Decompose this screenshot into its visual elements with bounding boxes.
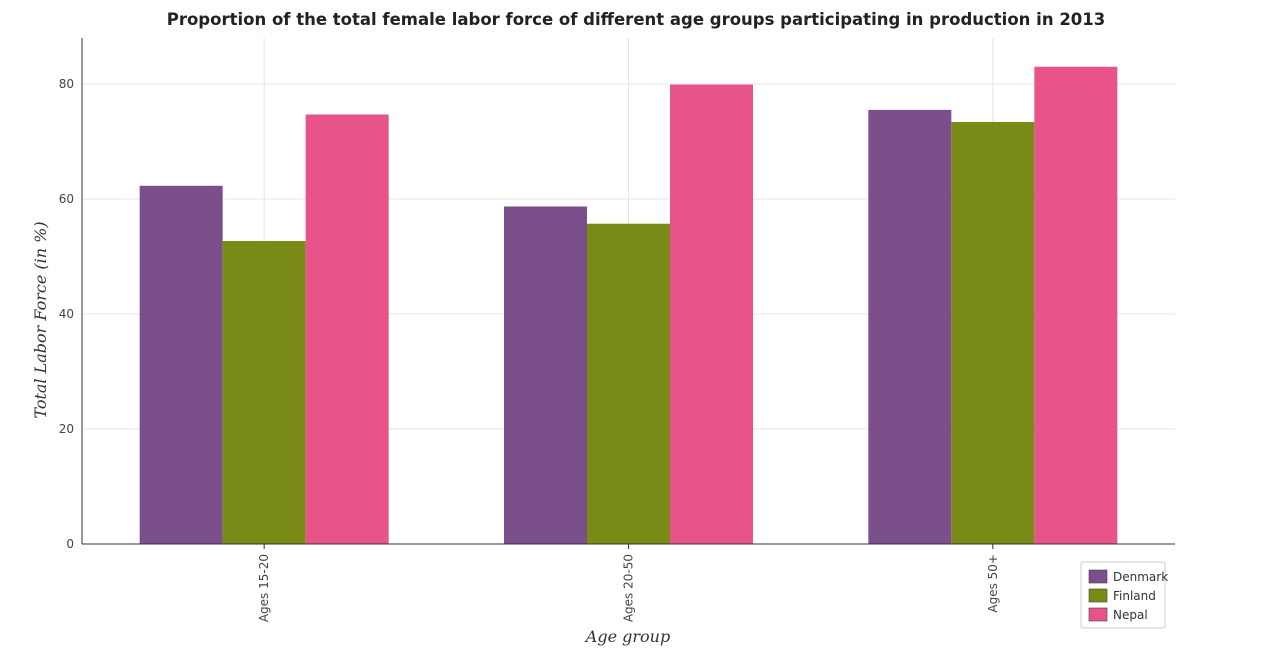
x-tick-label: Ages 20-50 (622, 554, 636, 622)
legend-swatch (1088, 588, 1108, 603)
bars (139, 66, 1118, 544)
legend-label: Denmark (1113, 570, 1168, 584)
bar-finland (222, 240, 306, 544)
bar-nepal (1034, 66, 1118, 544)
y-tick-label: 40 (59, 307, 74, 321)
chart-title: Proportion of the total female labor for… (167, 10, 1106, 29)
axes: 0 20 40 60 80 Ages 15-20 Ages 20-50 Ages 50+ (59, 38, 1175, 622)
bar-denmark (139, 185, 223, 544)
bar-denmark (868, 109, 952, 544)
legend-label: Nepal (1113, 608, 1148, 622)
legend-swatch (1088, 569, 1108, 584)
y-tick-label: 60 (59, 192, 74, 206)
x-tick-label: Ages 50+ (986, 554, 1000, 613)
bar-finland (951, 121, 1035, 544)
legend-label: Finland (1113, 589, 1156, 603)
y-tick-label: 0 (66, 537, 74, 551)
bar-nepal (305, 114, 389, 544)
bar-nepal (670, 84, 753, 544)
y-tick-label: 80 (59, 77, 74, 91)
legend-swatch (1088, 607, 1108, 622)
y-tick-label: 20 (59, 422, 74, 436)
x-axis-label: Age group (584, 627, 670, 646)
legend: Denmark Finland Nepal (1080, 561, 1168, 629)
x-tick-label: Ages 15-20 (257, 554, 271, 622)
y-axis-label: Total Labor Force (in %) (31, 221, 50, 418)
bar-finland (587, 223, 670, 544)
bar-denmark (504, 206, 587, 544)
